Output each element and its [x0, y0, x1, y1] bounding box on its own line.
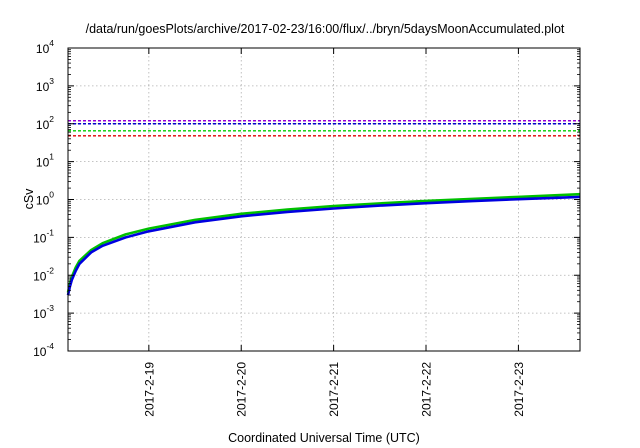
x-tick-label: 2017-2-21: [327, 362, 341, 417]
y-tick-exponent: 1: [49, 152, 54, 162]
y-tick-exponent: 4: [49, 38, 54, 48]
x-tick-label: 2017-2-20: [235, 362, 249, 417]
x-axis: 2017-2-19 2017-2-20 2017-2-21 2017-2-22 2017…: [142, 48, 526, 417]
y-tick-label: 104: [36, 38, 54, 56]
grid: [68, 48, 580, 351]
threshold-lines: [68, 120, 580, 137]
y-tick-label: 10-4: [33, 341, 54, 359]
y-tick-exponent: 2: [49, 114, 54, 124]
y-tick-exponent: -4: [46, 341, 54, 351]
series-line: [66, 195, 581, 296]
y-tick-label: 10-3: [33, 303, 54, 321]
y-tick-label: 103: [36, 76, 54, 94]
x-tick-label: 2017-2-22: [420, 362, 434, 417]
y-tick-label: 10-2: [33, 265, 54, 283]
series-lines: [66, 192, 581, 296]
x-tick-label: 2017-2-23: [512, 362, 526, 417]
y-tick-exponent: -2: [46, 265, 54, 275]
y-axis-label: cSv: [22, 188, 36, 210]
x-tick-label: 2017-2-19: [142, 362, 156, 417]
y-tick-exponent: 3: [49, 76, 54, 86]
x-axis-label: Coordinated Universal Time (UTC): [228, 431, 420, 445]
y-tick-label: 10-1: [33, 227, 54, 245]
series-line: [66, 192, 581, 293]
y-tick-label: 101: [36, 152, 54, 170]
y-tick-label: 100: [36, 190, 54, 208]
y-tick-exponent: 0: [49, 190, 54, 200]
y-tick-exponent: -1: [46, 227, 54, 237]
y-tick-label: 102: [36, 114, 54, 132]
chart-title: /data/run/goesPlots/archive/2017-02-23/1…: [86, 22, 565, 36]
y-tick-exponent: -3: [46, 303, 54, 313]
